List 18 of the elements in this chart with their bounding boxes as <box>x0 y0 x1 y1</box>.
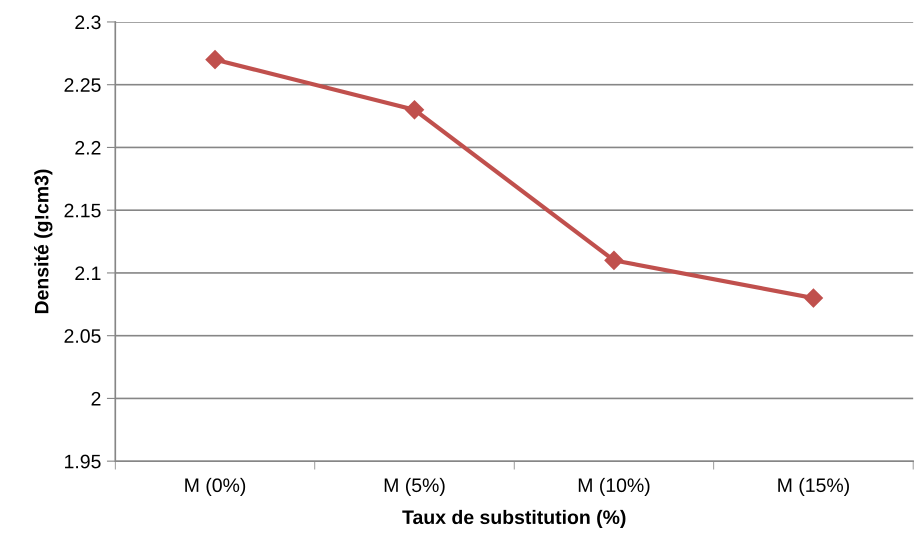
x-tick-label: M (0%) <box>185 478 246 496</box>
point <box>404 100 424 120</box>
x-tick-label: M (10%) <box>578 478 650 496</box>
x-axis-title: Taux de substitution (%) <box>402 510 626 528</box>
y-tick-label: 2 <box>92 392 100 406</box>
y-tick-label: 2.05 <box>64 329 101 343</box>
y-axis-title: Densité (g!cm3) <box>34 170 52 314</box>
y-tick-label: 2.15 <box>64 204 101 218</box>
x-tick-label: M (5%) <box>384 478 445 496</box>
y-tick-label: 2.2 <box>75 140 100 154</box>
point <box>205 50 225 70</box>
y-tick-label: 1.95 <box>65 454 101 468</box>
x-tick-label: M (15%) <box>778 478 849 496</box>
y-tick-label: 2.1 <box>75 266 100 280</box>
point <box>604 250 624 270</box>
y-tick-label: 2.25 <box>64 78 101 92</box>
point <box>804 288 823 308</box>
y-tick-label: 2.3 <box>75 15 101 30</box>
